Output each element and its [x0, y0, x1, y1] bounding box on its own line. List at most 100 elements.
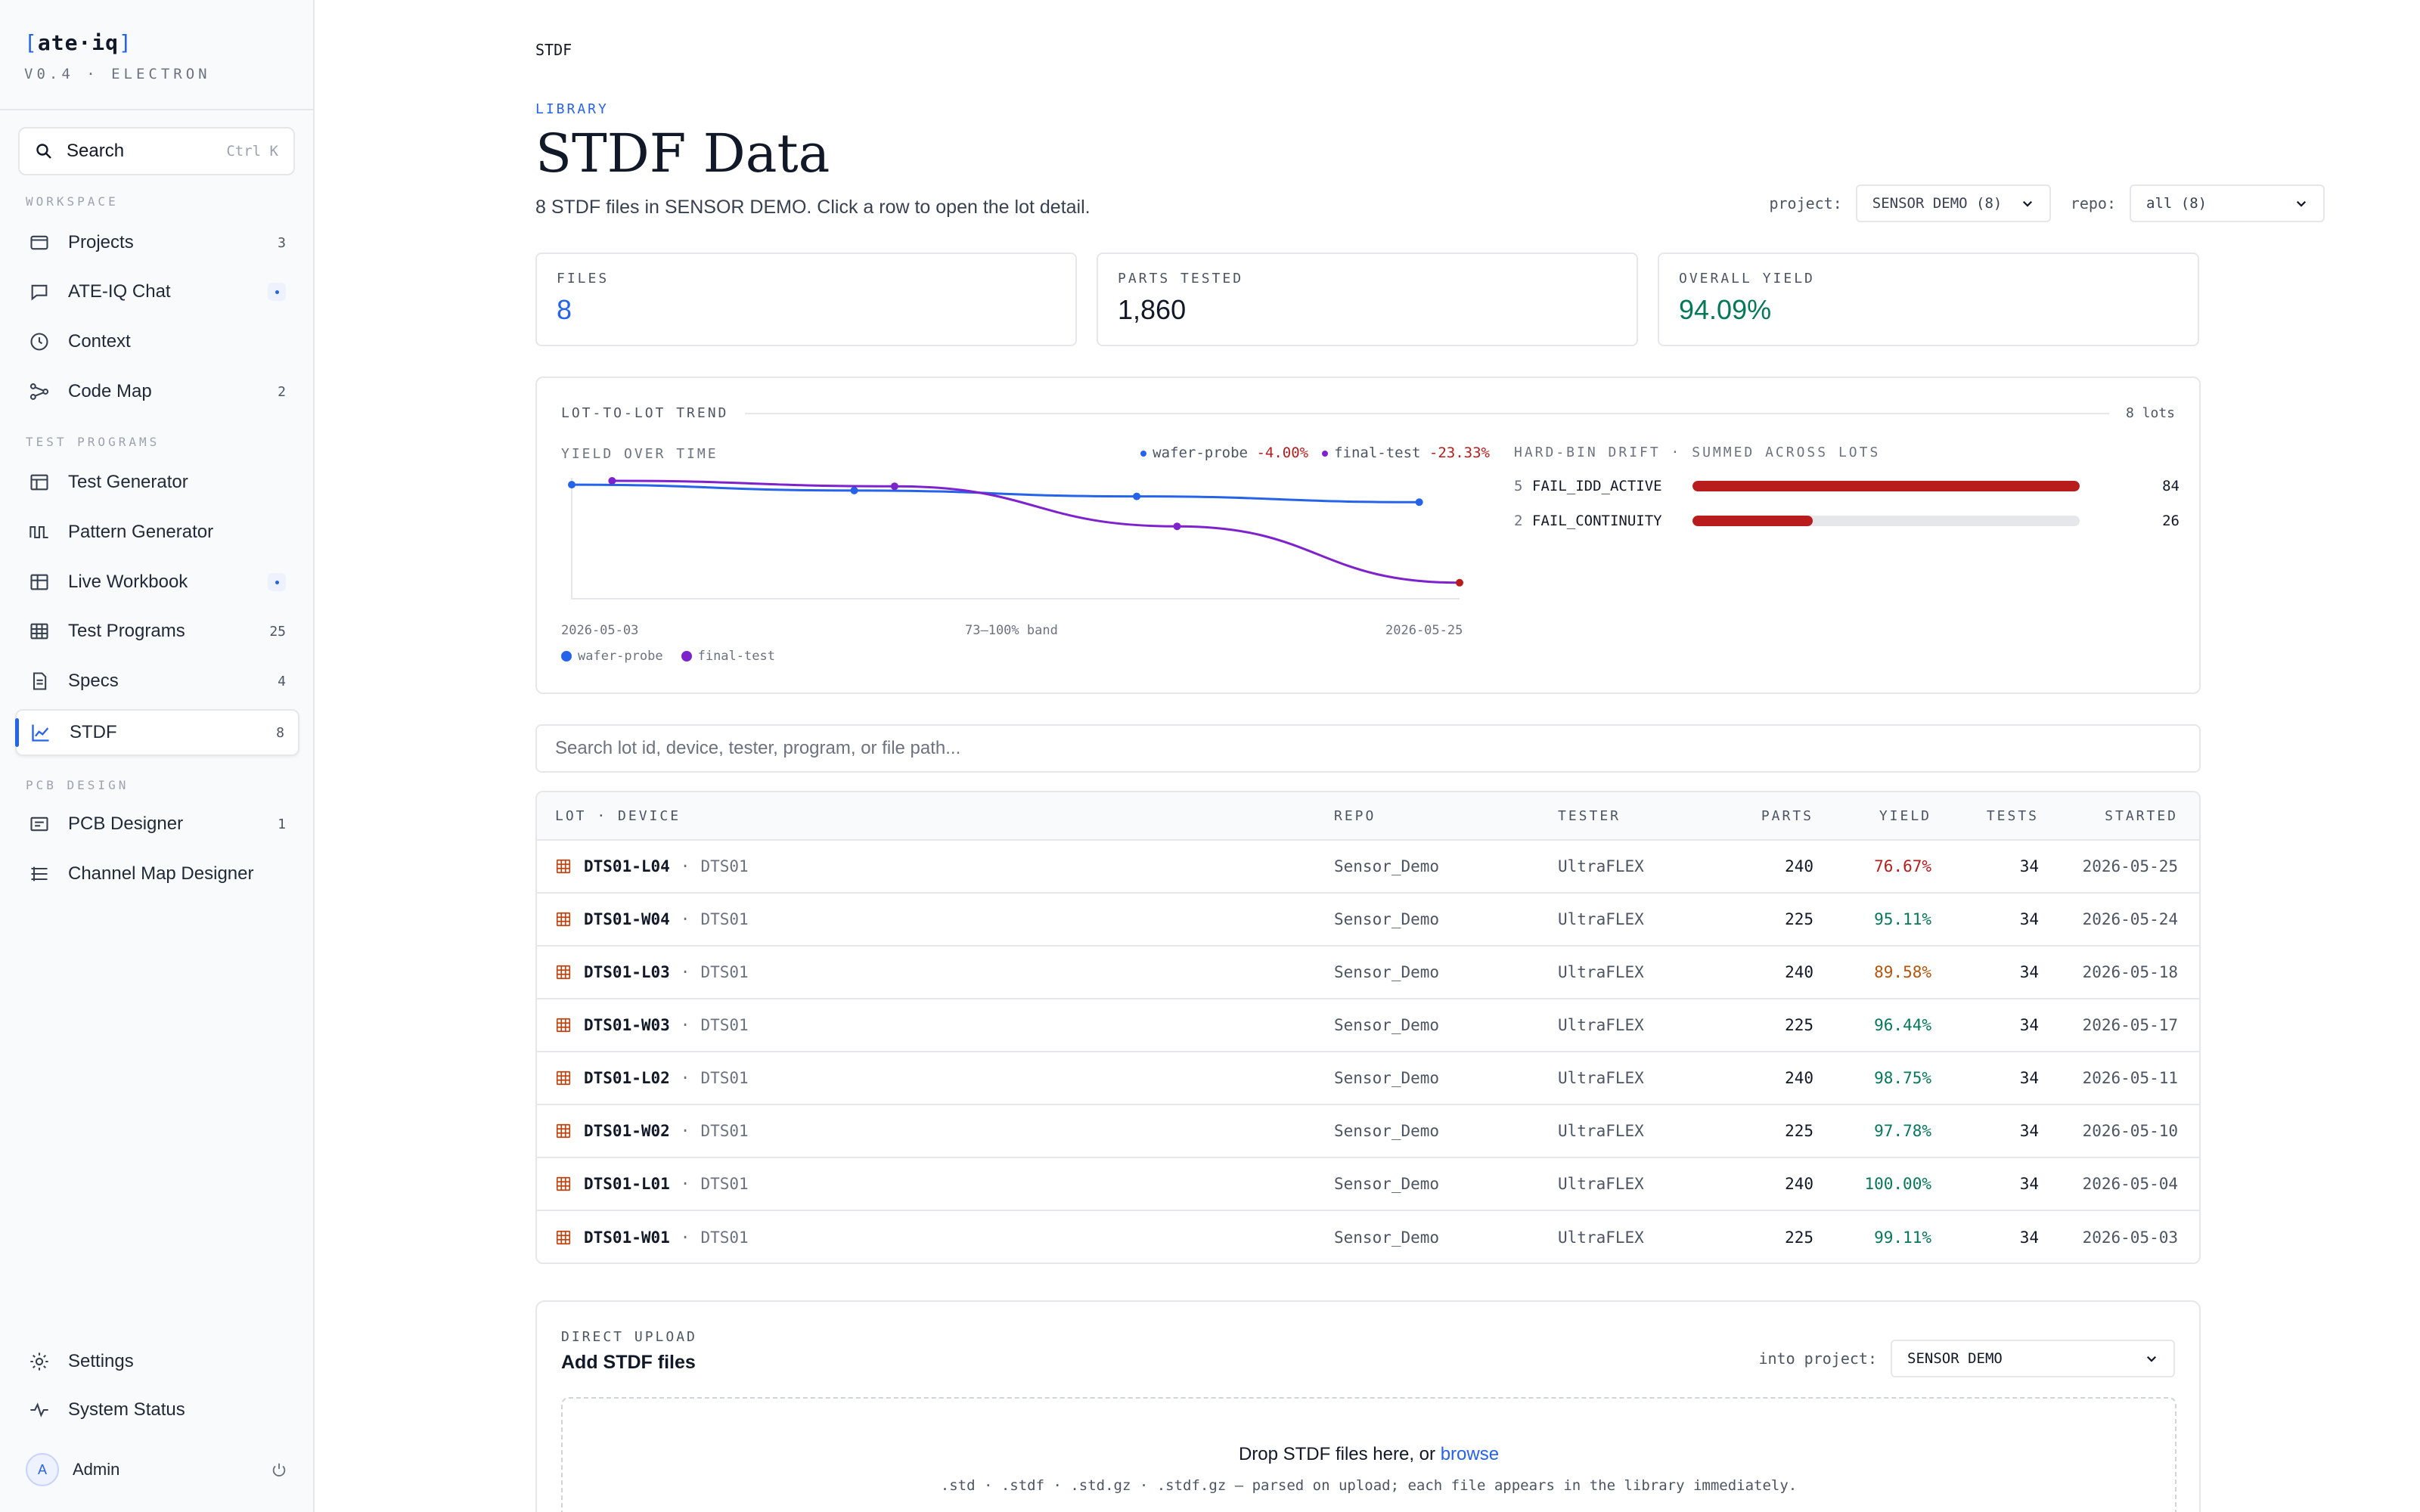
column-header-tester[interactable]: TESTER: [1558, 807, 1621, 824]
cell-started: 2026-05-25: [2082, 857, 2178, 875]
app-logo[interactable]: [ate·iq]: [24, 30, 289, 55]
breadcrumb[interactable]: STDF: [535, 41, 572, 59]
table-row[interactable]: DTS01-W02 · DTS01 Sensor_Demo UltraFLEX 225 97…: [537, 1105, 2199, 1158]
cell-parts: 240: [1785, 963, 1813, 981]
lot-search-input[interactable]: Search lot id, device, tester, program, …: [535, 724, 2201, 773]
cell-yield: 98.75%: [1874, 1069, 1931, 1087]
sidebar-item-live-workbook[interactable]: Live Workbook: [15, 559, 299, 606]
upload-title: Add STDF files: [561, 1352, 696, 1373]
table-row[interactable]: DTS01-W03 · DTS01 Sensor_Demo UltraFLEX 225 96…: [537, 999, 2199, 1052]
sidebar-item-settings[interactable]: Settings: [15, 1338, 299, 1385]
project-select[interactable]: SENSOR DEMO (8): [1855, 184, 2051, 222]
sidebar-item-test-programs[interactable]: Test Programs 25: [15, 608, 299, 655]
legend-item-final-test[interactable]: final-test: [681, 649, 775, 664]
grid-icon: [30, 623, 48, 640]
lot-id: DTS01-W01: [584, 1228, 670, 1247]
sidebar-item-context[interactable]: Context: [15, 318, 299, 365]
dropzone-prompt: Drop STDF files here, or: [1238, 1444, 1436, 1464]
cell-lot: DTS01-W02 · DTS01: [555, 1105, 749, 1157]
power-icon[interactable]: [271, 1461, 287, 1478]
sidebar-item-specs[interactable]: Specs 4: [15, 658, 299, 705]
table-row[interactable]: DTS01-L04 · DTS01 Sensor_Demo UltraFLEX 240 76…: [537, 841, 2199, 894]
cell-repo: Sensor_Demo: [1334, 1122, 1440, 1140]
data-point[interactable]: [1133, 492, 1141, 500]
cell-yield: 76.67%: [1874, 857, 1931, 875]
cell-started: 2026-05-04: [2082, 1175, 2178, 1193]
sidebar-search[interactable]: Search Ctrl K: [18, 127, 295, 175]
upload-project-select[interactable]: SENSOR DEMO: [1891, 1340, 2175, 1377]
repo-select-value: all (8): [2146, 195, 2207, 212]
legend-item-wafer-probe[interactable]: wafer-probe: [561, 649, 663, 664]
table-body: DTS01-L04 · DTS01 Sensor_Demo UltraFLEX 240 76…: [537, 841, 2199, 1263]
data-point[interactable]: [850, 486, 858, 494]
cell-tests: 34: [2019, 1069, 2039, 1087]
sidebar-item-label: ATE-IQ Chat: [68, 281, 171, 302]
bin-count: 26: [2162, 513, 2180, 529]
table-row[interactable]: DTS01-L03 · DTS01 Sensor_Demo UltraFLEX 240 89…: [537, 947, 2199, 999]
cell-repo: Sensor_Demo: [1334, 1069, 1440, 1087]
data-point[interactable]: [1456, 578, 1463, 587]
data-point[interactable]: [890, 482, 898, 491]
sidebar-item-code-map[interactable]: Code Map 2: [15, 368, 299, 415]
data-point[interactable]: [568, 481, 576, 489]
sidebar-item-projects[interactable]: Projects 3: [15, 219, 299, 266]
sidebar-item-pattern-generator[interactable]: Pattern Generator: [15, 509, 299, 556]
sidebar-item-stdf[interactable]: STDF 8: [15, 709, 299, 756]
sidebar-item-ate-iq-chat[interactable]: ATE-IQ Chat: [15, 268, 299, 315]
bin-count: 84: [2162, 478, 2180, 494]
repo-select[interactable]: all (8): [2130, 184, 2325, 222]
upload-project-value: SENSOR DEMO: [1907, 1350, 2003, 1367]
cell-repo: Sensor_Demo: [1334, 963, 1440, 981]
sidebar-item-label: Test Generator: [68, 472, 188, 492]
column-header-parts[interactable]: PARTS: [1761, 807, 1813, 824]
user-menu[interactable]: A Admin: [26, 1453, 287, 1486]
cell-tester: UltraFLEX: [1558, 910, 1644, 928]
cell-lot: DTS01-W01 · DTS01: [555, 1211, 749, 1263]
lot-id: DTS01-L03: [584, 963, 670, 981]
data-point[interactable]: [608, 477, 616, 485]
lot-id: DTS01-W02: [584, 1122, 670, 1140]
data-point[interactable]: [1415, 498, 1423, 507]
file-dropzone[interactable]: Drop STDF files here, or browse .std · .…: [561, 1397, 2176, 1512]
lot-trend-panel: LOT-TO-LOT TREND 8 lots YIELD OVER TIME …: [535, 376, 2201, 694]
cell-yield: 95.11%: [1874, 910, 1931, 928]
legend-delta: -4.00%: [1256, 445, 1309, 461]
table-row[interactable]: DTS01-W04 · DTS01 Sensor_Demo UltraFLEX 225 95…: [537, 894, 2199, 947]
sidebar: [ate·iq] V0.4 · ELECTRON Search Ctrl K W…: [0, 0, 315, 1512]
column-header-tests[interactable]: TESTS: [1986, 807, 2039, 824]
cell-tester: UltraFLEX: [1558, 1122, 1644, 1140]
sidebar-item-test-generator[interactable]: Test Generator: [15, 459, 299, 506]
sidebar-item-label: Projects: [68, 232, 134, 253]
cell-started: 2026-05-24: [2082, 910, 2178, 928]
table-row[interactable]: DTS01-W01 · DTS01 Sensor_Demo UltraFLEX 225 99…: [537, 1211, 2199, 1263]
yield-trend-chart[interactable]: [537, 378, 1493, 696]
separator: ·: [680, 1175, 690, 1193]
column-header-yield[interactable]: YIELD: [1879, 807, 1931, 824]
cell-parts: 240: [1785, 857, 1813, 875]
cell-tester: UltraFLEX: [1558, 1016, 1644, 1034]
data-point[interactable]: [1173, 522, 1181, 531]
pulse-icon: [30, 1402, 48, 1418]
column-header-lot[interactable]: LOT · DEVICE: [555, 807, 681, 824]
cell-tests: 34: [2019, 963, 2039, 981]
table-row[interactable]: DTS01-L02 · DTS01 Sensor_Demo UltraFLEX 240 98…: [537, 1052, 2199, 1105]
chart-delta-legend: wafer-probe -4.00% final-test -23.33%: [1140, 445, 1490, 461]
bin-row[interactable]: 2 FAIL_CONTINUITY 26: [1514, 510, 2180, 532]
cell-repo: Sensor_Demo: [1334, 857, 1440, 875]
column-header-repo[interactable]: REPO: [1334, 807, 1376, 824]
app-name: ate·iq: [37, 30, 119, 55]
sidebar-item-system-status[interactable]: System Status: [15, 1387, 299, 1433]
browse-link[interactable]: browse: [1440, 1444, 1500, 1464]
trend-title: LOT-TO-LOT TREND: [561, 405, 729, 421]
chart-icon: [32, 724, 49, 742]
bin-row[interactable]: 5 FAIL_IDD_ACTIVE 84: [1514, 475, 2180, 497]
legend-wafer-probe: wafer-probe -4.00%: [1140, 445, 1308, 461]
trend-lot-count: 8 lots: [2125, 405, 2175, 421]
document-icon: [33, 672, 47, 690]
sidebar-item-pcb-designer[interactable]: PCB Designer 1: [15, 801, 299, 847]
page-subtitle: 8 STDF files in SENSOR DEMO. Click a row…: [535, 197, 1091, 218]
sidebar-item-channel-map-designer[interactable]: Channel Map Designer: [15, 850, 299, 897]
column-header-started[interactable]: STARTED: [2105, 807, 2178, 824]
table-row[interactable]: DTS01-L01 · DTS01 Sensor_Demo UltraFLEX 240 10…: [537, 1158, 2199, 1211]
lot-id: DTS01-W03: [584, 1016, 670, 1034]
